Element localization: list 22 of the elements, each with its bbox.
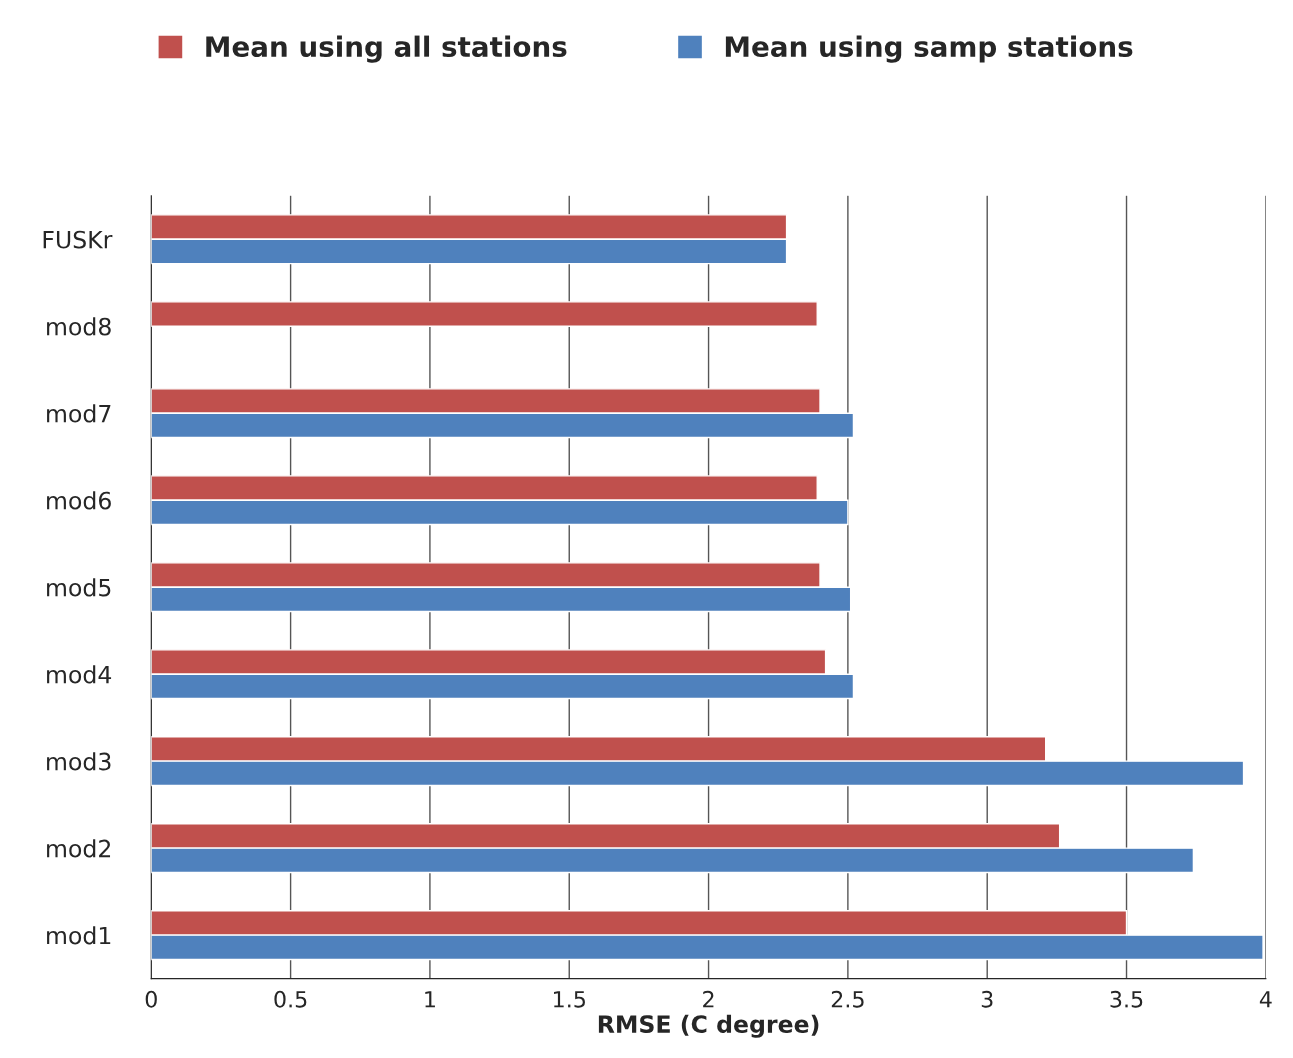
y-tick-label: mod8	[47, 317, 111, 336]
x-tick-label: 0	[145, 990, 157, 1008]
y-tick-label: mod4	[47, 665, 112, 684]
y-tick-label: mod5	[47, 578, 111, 597]
x-axis-title: RMSE (C degree)	[598, 1014, 819, 1038]
x-tick-label: 4	[1259, 991, 1272, 1008]
y-tick-label: mod3	[47, 752, 111, 771]
legend-label: Mean using samp stations	[725, 35, 1133, 63]
y-tick-label: mod6	[47, 491, 111, 510]
y-tick-label: mod7	[47, 404, 111, 423]
y-tick-label: mod1	[47, 926, 111, 945]
x-tick-label: 0.5	[274, 990, 307, 1008]
x-tick-label: 3.5	[1110, 990, 1143, 1008]
y-tick-label: mod2	[47, 839, 111, 858]
x-tick-label: 1	[425, 991, 435, 1008]
x-tick-label: 3	[981, 990, 993, 1008]
x-tick-label: 2.5	[831, 990, 864, 1008]
y-tick-label: FUSKr	[43, 230, 113, 249]
bar	[151, 301, 818, 327]
x-tick-label: 2	[703, 990, 714, 1008]
legend-label: Mean using all stations	[206, 35, 567, 63]
x-tick-label: 1.5	[554, 991, 585, 1008]
